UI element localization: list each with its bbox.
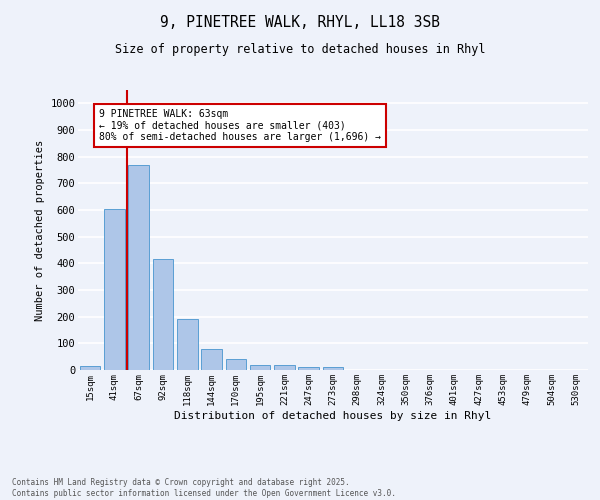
Bar (298, 367, 319, 370)
Bar (104, 208, 125, 370)
Text: Size of property relative to detached houses in Rhyl: Size of property relative to detached ho… (115, 42, 485, 56)
Bar (201, 350, 222, 370)
Text: Contains HM Land Registry data © Crown copyright and database right 2025.
Contai: Contains HM Land Registry data © Crown c… (12, 478, 396, 498)
Bar (152, 260, 173, 370)
Y-axis label: Number of detached properties: Number of detached properties (35, 140, 44, 320)
Bar (274, 366, 295, 370)
Bar (323, 366, 343, 370)
X-axis label: Distribution of detached houses by size in Rhyl: Distribution of detached houses by size … (175, 410, 491, 420)
Bar (128, 164, 149, 370)
Text: 9 PINETREE WALK: 63sqm
← 19% of detached houses are smaller (403)
80% of semi-de: 9 PINETREE WALK: 63sqm ← 19% of detached… (98, 108, 380, 142)
Bar (226, 360, 246, 370)
Bar (177, 318, 197, 370)
Bar (250, 364, 271, 370)
Text: 9, PINETREE WALK, RHYL, LL18 3SB: 9, PINETREE WALK, RHYL, LL18 3SB (160, 15, 440, 30)
Bar (80, 366, 100, 370)
